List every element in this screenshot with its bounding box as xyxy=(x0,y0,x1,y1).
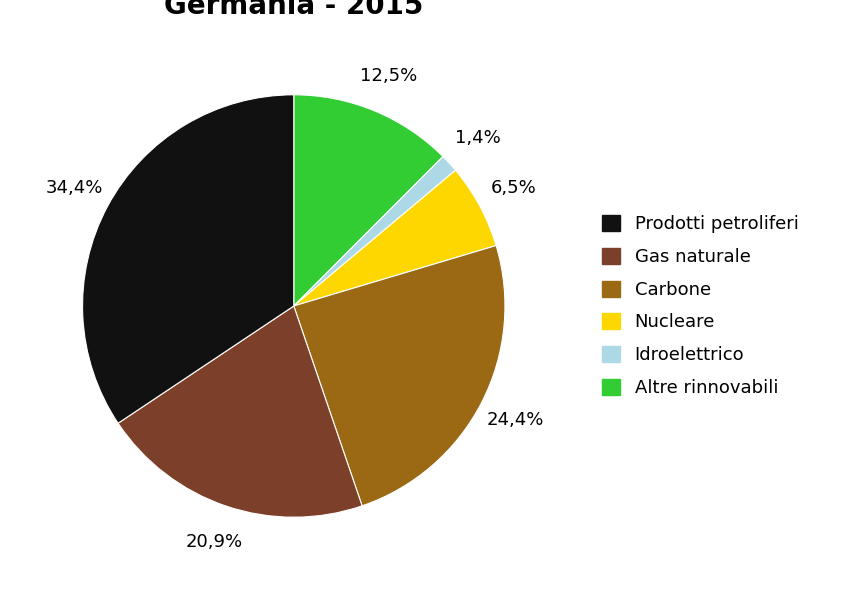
Text: 6,5%: 6,5% xyxy=(490,179,536,197)
Text: 34,4%: 34,4% xyxy=(45,179,103,197)
Title: Consumo Energia Primaria
Germania - 2015: Consumo Energia Primaria Germania - 2015 xyxy=(86,0,502,20)
Wedge shape xyxy=(294,170,496,306)
Text: 24,4%: 24,4% xyxy=(486,411,544,429)
Text: 20,9%: 20,9% xyxy=(185,533,243,551)
Wedge shape xyxy=(294,95,443,306)
Text: 12,5%: 12,5% xyxy=(360,67,417,85)
Legend: Prodotti petroliferi, Gas naturale, Carbone, Nucleare, Idroelettrico, Altre rinn: Prodotti petroliferi, Gas naturale, Carb… xyxy=(594,206,808,406)
Wedge shape xyxy=(118,306,362,517)
Wedge shape xyxy=(294,245,505,506)
Text: 1,4%: 1,4% xyxy=(454,128,500,146)
Wedge shape xyxy=(294,157,455,306)
Wedge shape xyxy=(83,95,294,423)
